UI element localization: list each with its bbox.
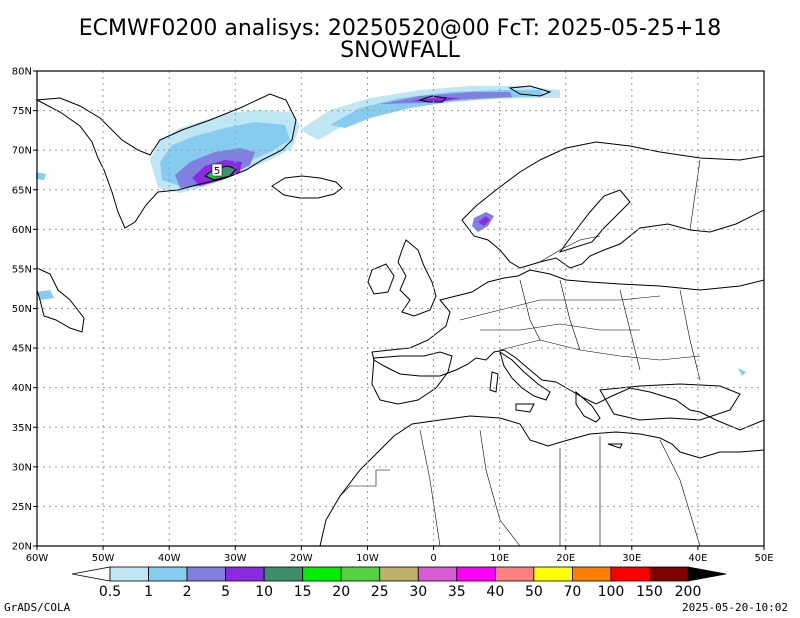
map-subtitle: SNOWFALL: [340, 38, 460, 63]
color-bar: [71, 566, 727, 582]
color-bar-segment: [225, 566, 265, 582]
lon-tick-label: 30W: [224, 553, 247, 564]
lon-tick-label: 0: [430, 553, 436, 564]
color-bar-label: 70: [563, 584, 581, 600]
coastlines: [35, 85, 765, 547]
lat-tick-label: 45N: [12, 344, 32, 355]
lon-tick-label: 60W: [26, 553, 49, 564]
color-bar-label: 30: [409, 584, 427, 600]
color-bar-segment: [186, 566, 226, 582]
color-bar-label: 200: [675, 584, 702, 600]
color-bar-label: 100: [598, 584, 625, 600]
color-bar-label: 10: [255, 584, 273, 600]
latitude-labels: 80N 75N 70N 65N 60N 55N 50N 45N 40N 35N 30N 25N 20N: [12, 67, 37, 553]
color-bar-label: 50: [525, 584, 543, 600]
color-bar-segment: [456, 566, 496, 582]
color-bar-segment: [533, 566, 573, 582]
lat-tick-label: 35N: [12, 423, 32, 434]
color-bar-segment: [109, 566, 149, 582]
color-bar-label: 40: [486, 584, 504, 600]
lat-tick-label: 75N: [12, 106, 32, 117]
generation-timestamp: 2025-05-20-10:02: [682, 601, 788, 614]
contour-label-box: [211, 163, 223, 177]
color-bar-label: 150: [636, 584, 663, 600]
contour-label: 5: [214, 166, 220, 177]
color-bar-label: 2: [183, 584, 192, 600]
color-bar-segment: [494, 566, 535, 582]
lon-tick-label: 40W: [158, 553, 181, 564]
map-title: ECMWF0200 analisys: 20250520@00 FcT: 202…: [78, 16, 722, 41]
color-bar-label: 15: [294, 584, 312, 600]
lat-tick-label: 60N: [12, 225, 32, 236]
color-bar-segment: [572, 566, 612, 582]
software-credit: GrADS/COLA: [4, 601, 71, 614]
color-bar-labels: 0.5 1 2 5 10 15 20 25 30 35 40 50 70 100 150 200: [99, 584, 702, 600]
color-bar-label: 35: [448, 584, 466, 600]
color-bar-min-arrow: [71, 566, 111, 582]
longitude-labels: 60W 50W 40W 30W 20W 10W 0 10E 20E 30E 40E 50E: [26, 546, 774, 564]
lat-tick-label: 25N: [12, 502, 32, 513]
lat-tick-label: 80N: [12, 67, 32, 78]
color-bar-label: 25: [371, 584, 389, 600]
color-bar-label: 0.5: [99, 584, 121, 600]
color-bar-segment: [302, 566, 342, 582]
lon-tick-label: 40E: [688, 553, 707, 564]
lon-tick-label: 50W: [92, 553, 115, 564]
color-bar-label: 1: [144, 584, 153, 600]
color-bar-segment: [148, 566, 188, 582]
lon-tick-label: 20W: [290, 553, 313, 564]
color-bar-segment: [649, 566, 689, 582]
country-borders: [339, 159, 701, 547]
graticule: [37, 71, 764, 546]
color-bar-segment: [379, 566, 419, 582]
color-bar-segment: [263, 566, 304, 582]
color-bar-max-arrow: [687, 566, 727, 582]
lon-tick-label: 30E: [622, 553, 641, 564]
lat-tick-label: 50N: [12, 304, 32, 315]
lat-tick-label: 55N: [12, 264, 32, 275]
lat-tick-label: 40N: [12, 383, 32, 394]
lon-tick-label: 20E: [556, 553, 575, 564]
lon-tick-label: 50E: [754, 553, 773, 564]
lon-tick-label: 10E: [490, 553, 509, 564]
color-bar-segment: [417, 566, 458, 582]
color-bar-segment: [610, 566, 650, 582]
snowfall-shading: [36, 86, 746, 376]
lat-tick-label: 30N: [12, 462, 32, 473]
lat-tick-label: 20N: [12, 542, 32, 553]
lat-tick-label: 70N: [12, 146, 32, 157]
lon-tick-label: 10W: [356, 553, 379, 564]
lat-tick-label: 65N: [12, 185, 32, 196]
color-bar-label: 20: [332, 584, 350, 600]
color-bar-segment: [340, 566, 381, 582]
color-bar-label: 5: [221, 584, 230, 600]
